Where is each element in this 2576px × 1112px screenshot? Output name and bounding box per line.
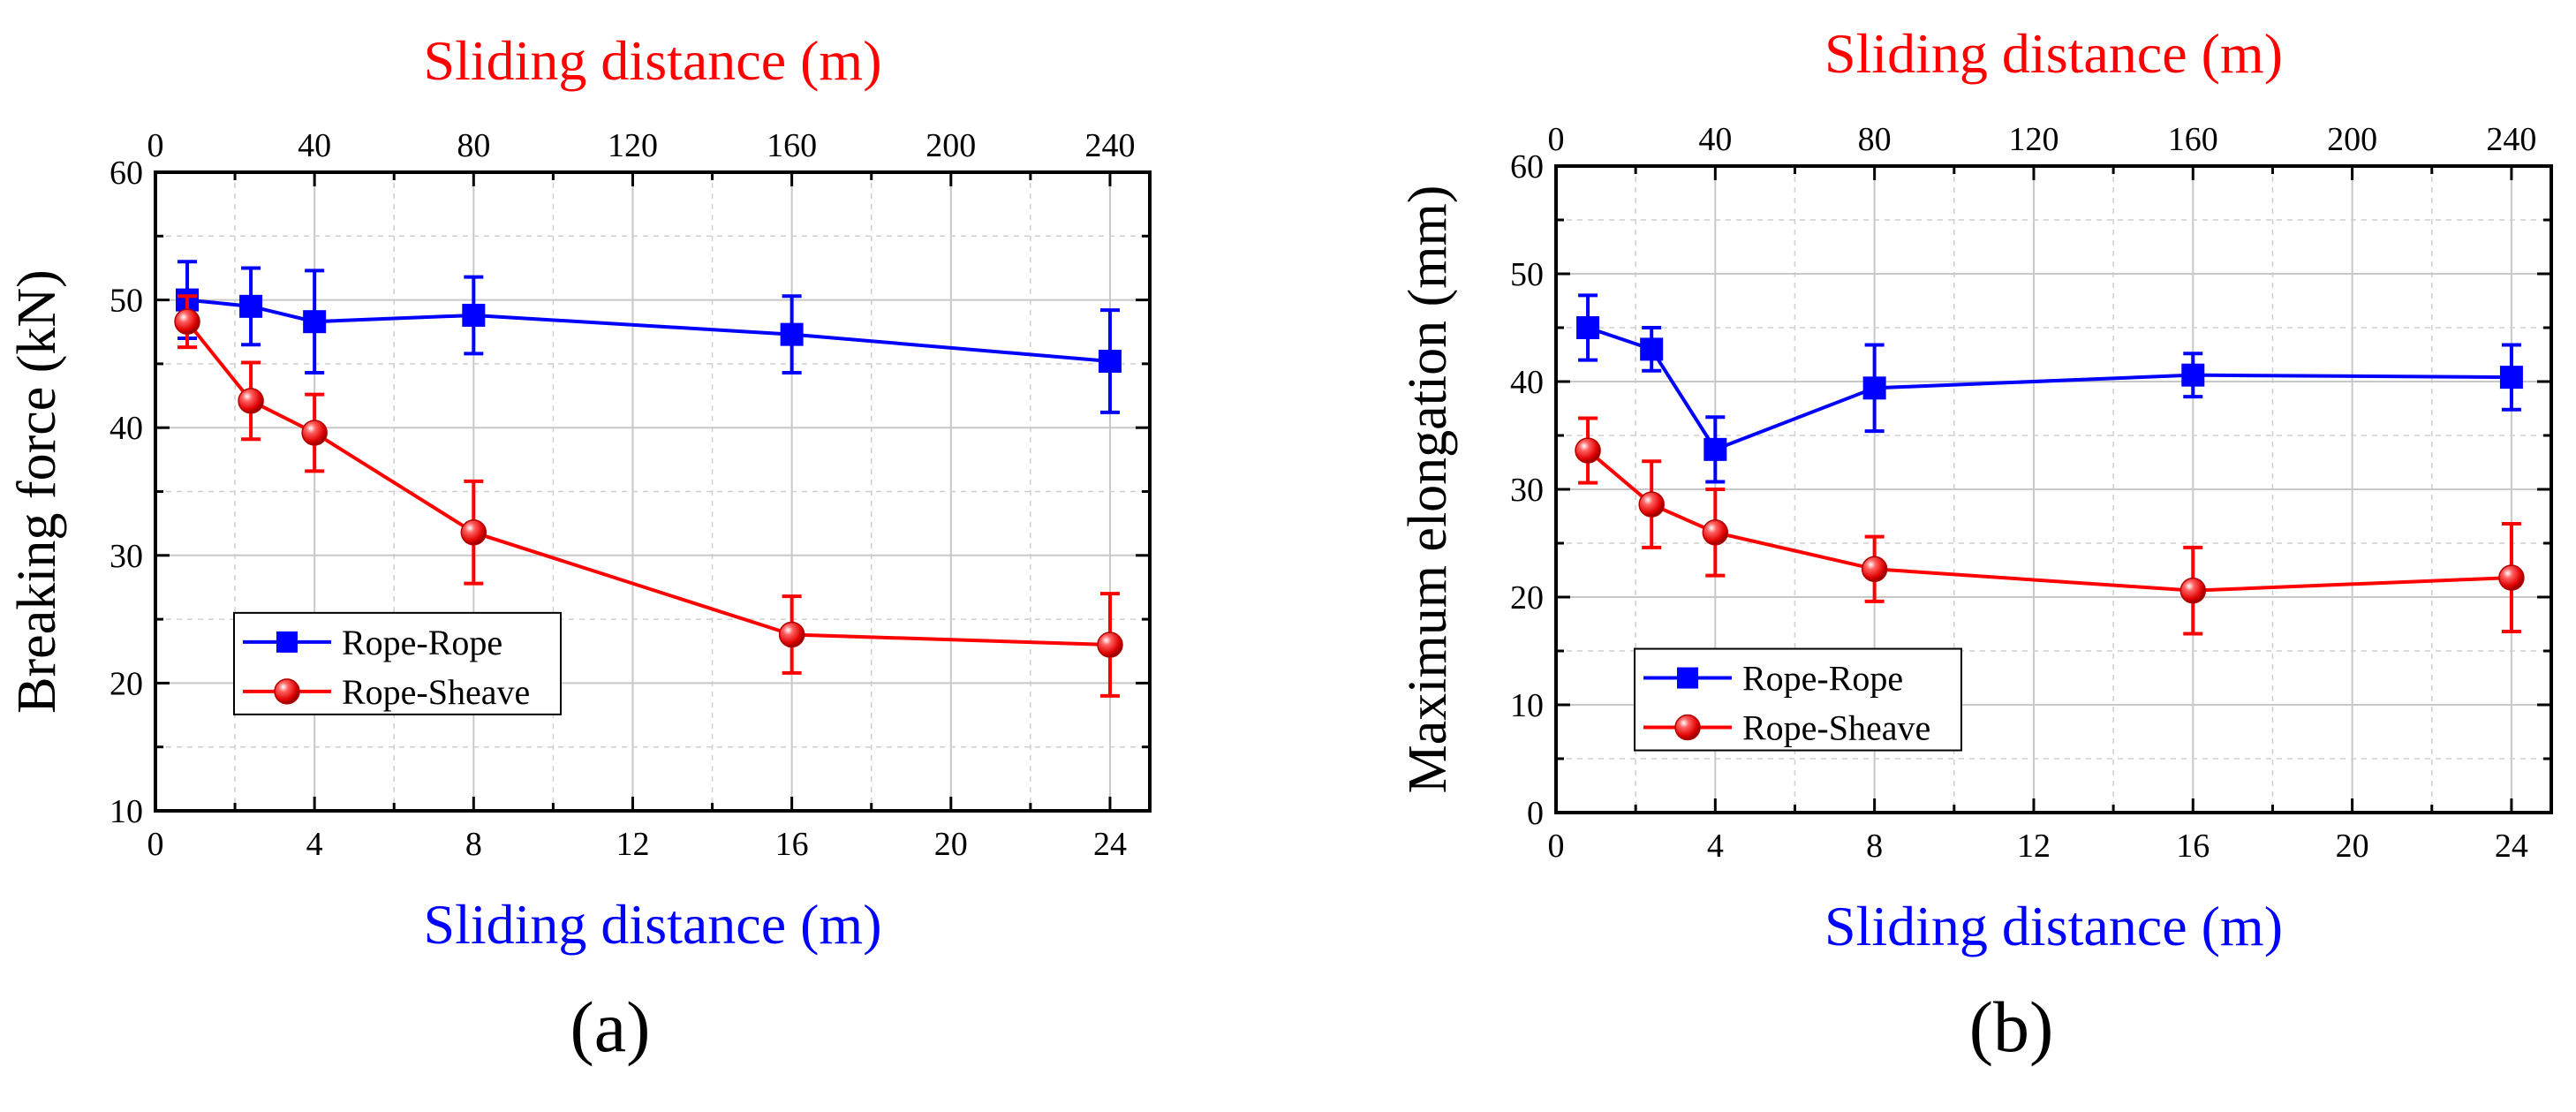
x-top-tick-label: 120: [2008, 121, 2059, 158]
data-point-square: [462, 303, 486, 327]
y-tick-label: 30: [1510, 472, 1544, 509]
series-line: [1586, 449, 2512, 593]
x-top-tick-label: 200: [2327, 121, 2377, 158]
y-axis-title: Maximum elongation (mm): [1398, 185, 1458, 794]
data-point-sphere: [2498, 564, 2525, 591]
data-point-sphere: [1702, 519, 1729, 546]
x-top-tick-label: 40: [1698, 121, 1732, 158]
y-tick-label: 10: [1510, 687, 1544, 724]
data-point-sphere: [174, 308, 200, 335]
data-point-square: [303, 310, 327, 334]
x-top-tick-label: 200: [925, 127, 976, 164]
x-axis-title: Sliding distance (m): [423, 893, 881, 956]
x-tick-label: 12: [2017, 828, 2051, 865]
legend-label: Rope-Sheave: [1742, 708, 1930, 748]
x-axis-title: Sliding distance (m): [1824, 895, 2283, 957]
y-tick-label: 30: [110, 538, 143, 575]
panel-label: (b): [1969, 987, 2054, 1067]
series-rope-rope: [176, 260, 1122, 414]
y-tick-label: 60: [1510, 148, 1544, 185]
series-rope-rope: [1576, 293, 2523, 484]
y-tick-label: 50: [1510, 256, 1544, 293]
legend-label: Rope-Rope: [1742, 659, 1903, 699]
legend-marker-square: [276, 631, 298, 653]
legend-marker-sphere: [274, 678, 300, 705]
legend: Rope-Rope Rope-Sheave: [1634, 647, 1962, 752]
y-tick-label: 60: [110, 155, 143, 192]
data-point-square: [780, 322, 804, 346]
data-point-sphere: [460, 519, 487, 546]
legend-marker-sphere: [1674, 714, 1701, 741]
y-tick-label: 40: [1510, 364, 1544, 401]
data-point-sphere: [2179, 577, 2207, 604]
x-tick-label: 4: [1707, 828, 1724, 865]
x-top-tick-label: 120: [608, 127, 658, 164]
x-tick-label: 16: [775, 826, 809, 863]
data-point-square: [1098, 350, 1122, 374]
x-tick-label: 20: [934, 826, 968, 863]
data-point-sphere: [301, 420, 328, 446]
panel-b: 0 4 8 12 16 20 240 40 80 120 160 200 240010203040506…: [1398, 22, 2553, 1067]
data-point-square: [1576, 316, 1600, 339]
legend-label: Rope-Rope: [342, 623, 502, 662]
x-top-tick-label: 240: [2486, 121, 2536, 158]
x-top-tick-label: 160: [2168, 121, 2218, 158]
series-rope-sheave: [174, 294, 1123, 698]
legend-box: [1634, 647, 1962, 752]
x-top-tick-label: 80: [1858, 121, 1892, 158]
x-top-tick-label: 40: [298, 127, 331, 164]
data-point-sphere: [1638, 491, 1665, 518]
legend: Rope-Rope Rope-Sheave: [233, 611, 562, 715]
x-tick-label: 16: [2176, 828, 2210, 865]
x-tick-label: 4: [306, 826, 323, 863]
x-tick-label: 24: [1093, 826, 1127, 863]
x-tick-label: 12: [616, 826, 649, 863]
panel-label: (a): [570, 987, 650, 1067]
legend-marker-square: [1677, 667, 1698, 689]
data-point-sphere: [1575, 437, 1601, 464]
x-tick-label: 20: [2336, 828, 2369, 865]
panel-a: 0 4 8 12 16 20 240 40 80 120 160 200 240102030405060…: [7, 29, 1152, 1067]
x-tick-label: 8: [1866, 828, 1883, 865]
x-top-tick-label: 0: [1548, 121, 1565, 158]
data-point-square: [1640, 337, 1664, 361]
y-tick-label: 20: [1510, 579, 1544, 617]
y-tick-label: 40: [110, 410, 143, 447]
y-axis-title: Breaking force (kN): [7, 269, 67, 714]
series-line: [185, 320, 1111, 647]
x-top-tick-label: 240: [1084, 127, 1135, 164]
legend-label: Rope-Sheave: [342, 672, 530, 712]
x-top-axis-title: Sliding distance (m): [1824, 22, 2283, 85]
data-point-square: [2181, 363, 2205, 387]
data-point-square: [2499, 366, 2523, 390]
series-line: [1587, 326, 2512, 452]
series-rope-sheave: [1575, 416, 2525, 636]
y-tick-label: 0: [1527, 795, 1544, 832]
x-tick-label: 24: [2495, 828, 2528, 865]
x-top-tick-label: 160: [767, 127, 817, 164]
x-top-tick-label: 0: [147, 127, 164, 164]
data-point-square: [1703, 437, 1727, 461]
data-point-square: [239, 294, 263, 318]
x-tick-label: 0: [147, 826, 164, 863]
x-top-tick-label: 80: [457, 127, 490, 164]
data-point-sphere: [238, 388, 264, 414]
data-point-sphere: [1097, 632, 1123, 658]
y-tick-label: 20: [110, 665, 143, 702]
y-tick-label: 50: [110, 283, 143, 320]
data-point-sphere: [1861, 556, 1888, 583]
x-tick-label: 0: [1548, 828, 1565, 865]
x-tick-label: 8: [465, 826, 482, 863]
data-point-square: [1862, 376, 1886, 400]
x-top-axis-title: Sliding distance (m): [423, 29, 881, 92]
y-tick-label: 10: [110, 793, 143, 830]
data-point-sphere: [778, 621, 805, 648]
